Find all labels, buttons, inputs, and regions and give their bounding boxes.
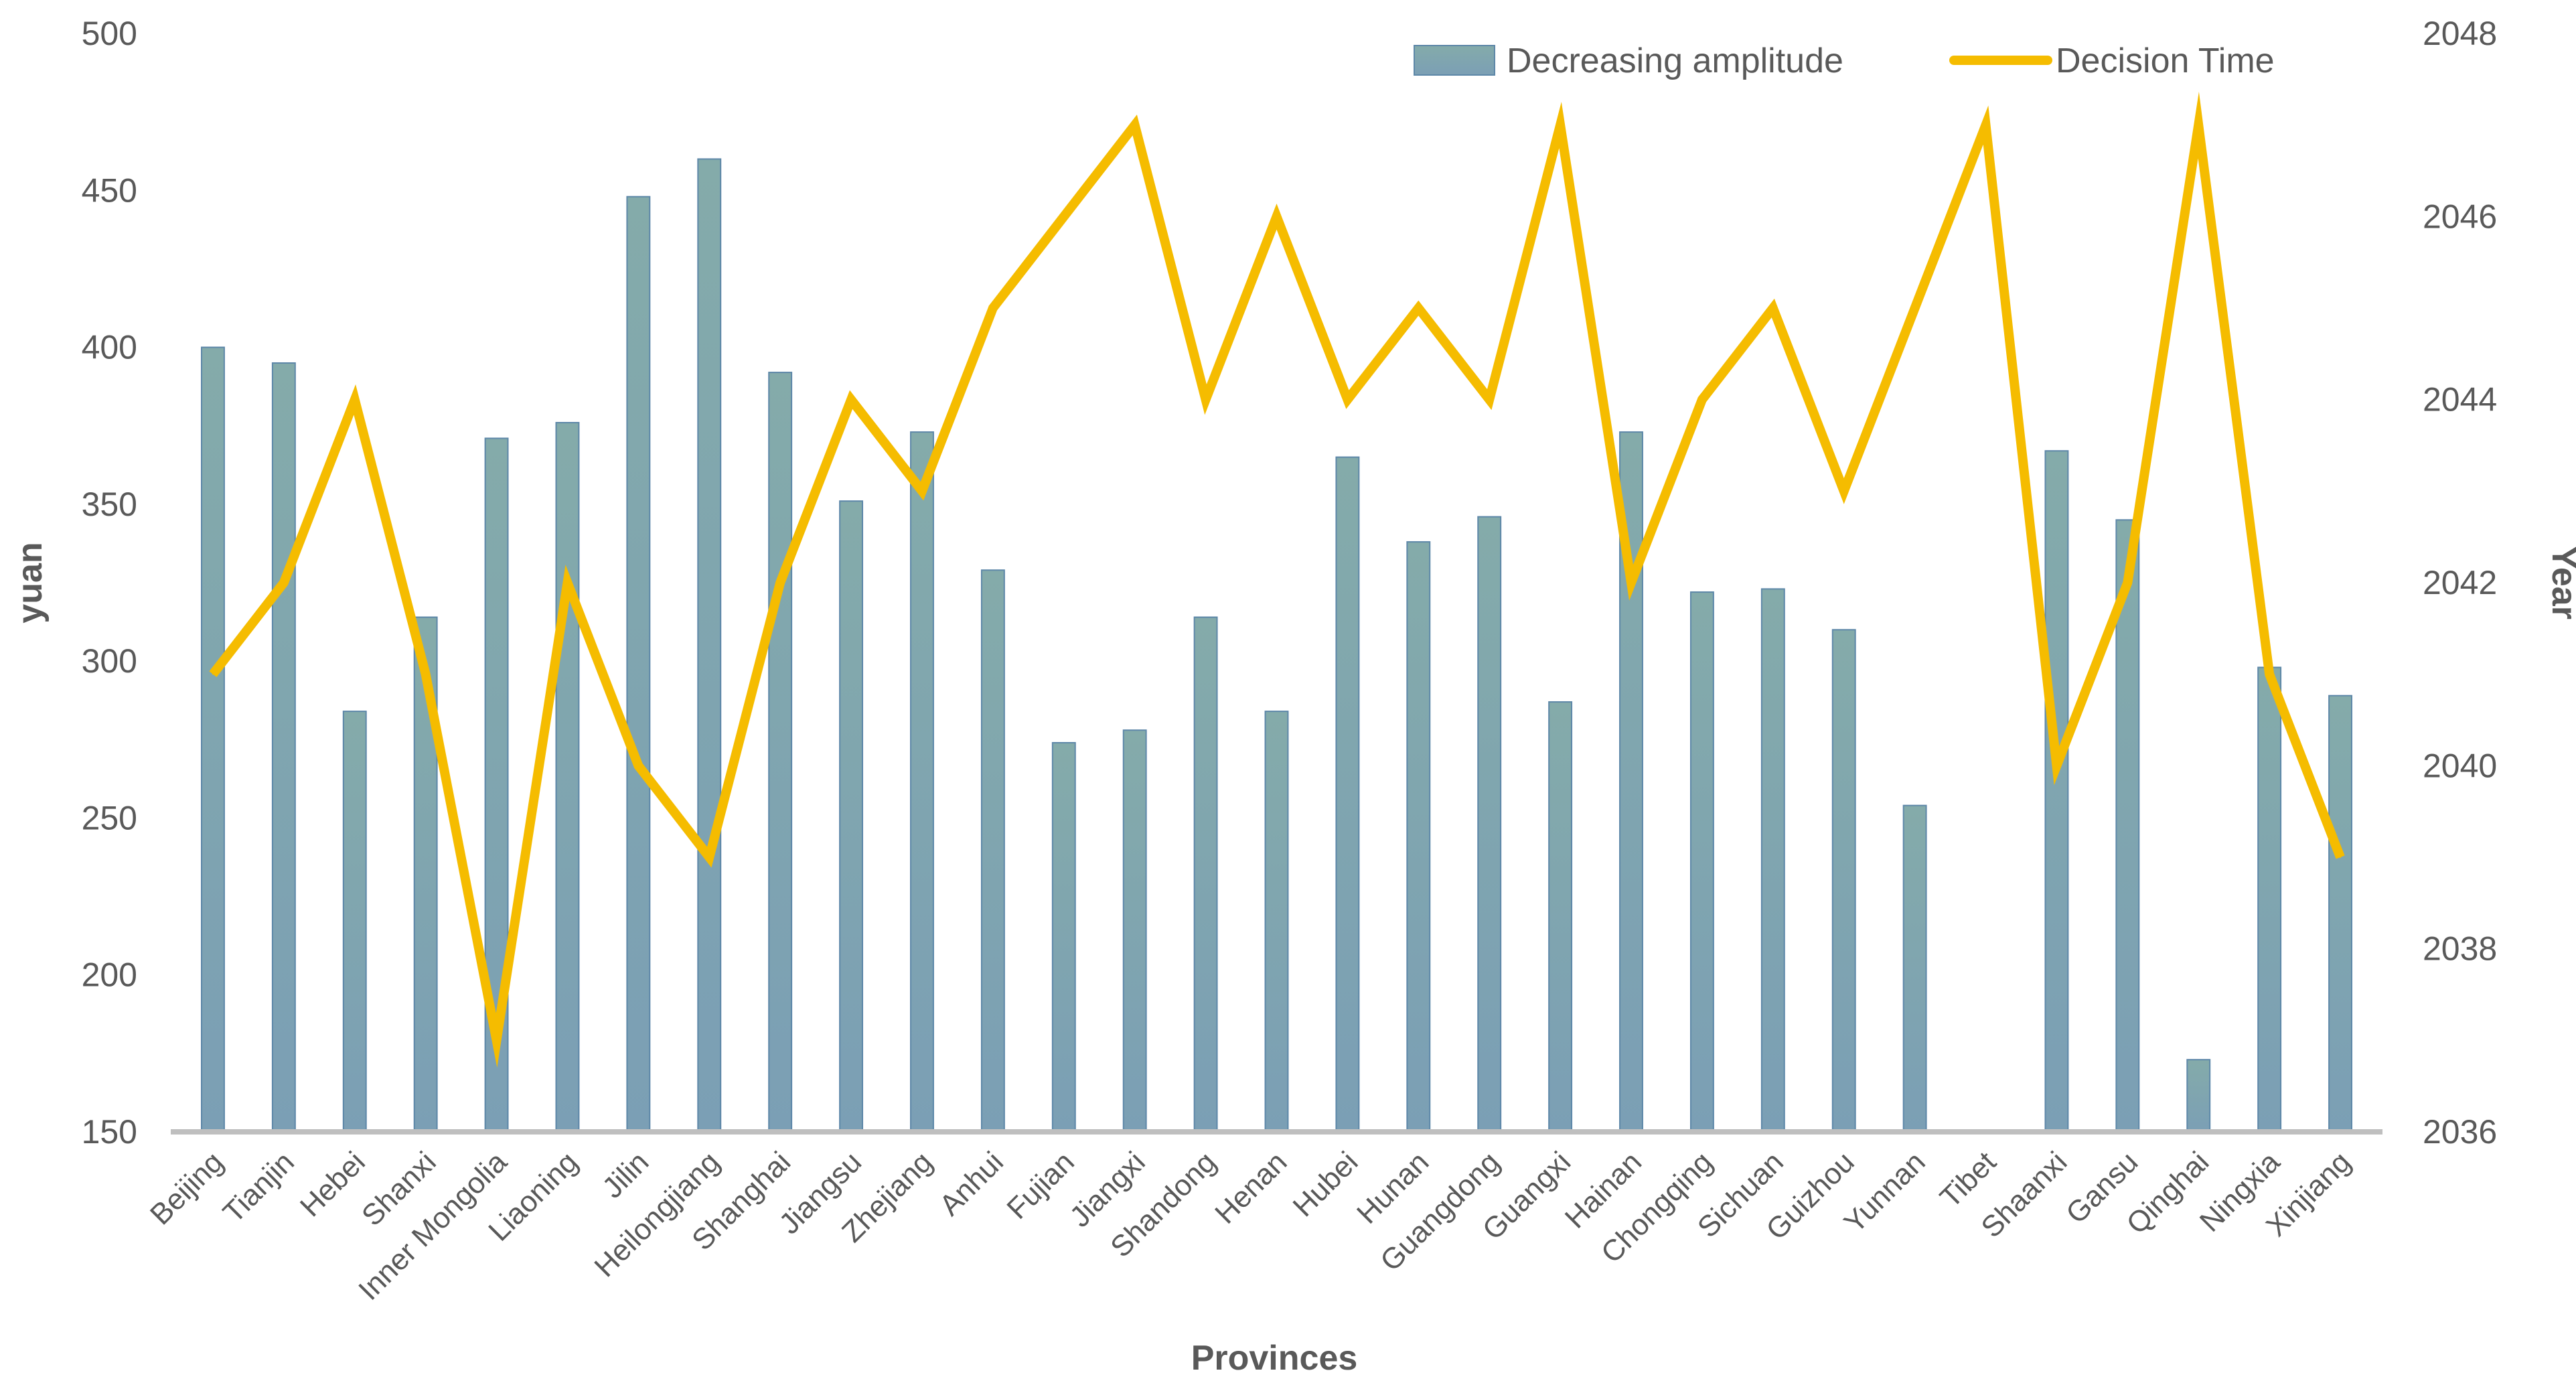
bar [1193, 616, 1218, 1133]
bar [201, 346, 225, 1133]
line-point [708, 857, 710, 858]
y2-tick-label: 2044 [2423, 381, 2497, 419]
bar [2186, 1059, 2211, 1133]
x-tick-label: Beijing [144, 1145, 230, 1231]
bar-series [201, 158, 2352, 1133]
right-axis-ticks: 2036 2038 2040 2042 2044 2046 2048 [2423, 15, 2497, 1151]
line-point [850, 398, 852, 400]
line-point [2198, 124, 2200, 126]
y-axis-title: yuan [11, 542, 50, 623]
line-point [1134, 124, 1136, 126]
bar [1335, 456, 1360, 1133]
line-point [1914, 307, 1916, 309]
bar [342, 711, 367, 1133]
line-point [992, 307, 994, 309]
line-point [1843, 490, 1845, 492]
line-point [496, 1039, 498, 1041]
y2-axis-title: Year [2545, 546, 2576, 619]
bar [2257, 666, 2282, 1133]
x-tick-label: Henan [1209, 1145, 1293, 1230]
line-point [1347, 398, 1349, 400]
y-tick-label: 150 [82, 1113, 137, 1151]
bar [1122, 729, 1147, 1133]
bar [1264, 711, 1289, 1133]
line-point [1772, 307, 1774, 309]
line-point [1631, 582, 1633, 583]
line-point [779, 582, 781, 583]
bar [1051, 741, 1076, 1133]
y2-tick-label: 2042 [2423, 564, 2497, 601]
line-point [1276, 216, 1278, 218]
line-point [283, 582, 285, 583]
line-point [1418, 307, 1420, 309]
bar [1689, 591, 1714, 1133]
legend-swatch-bar [1414, 45, 1495, 76]
bar [1760, 588, 1785, 1133]
bar [697, 158, 722, 1133]
legend-label-line: Decision Time [2056, 42, 2275, 80]
line-point [2269, 673, 2271, 675]
line-point [354, 398, 356, 400]
line-point [1701, 398, 1703, 400]
bar [626, 196, 651, 1133]
bar [1902, 804, 1927, 1133]
y-tick-label: 400 [82, 329, 137, 366]
line-point [1205, 398, 1207, 400]
bar [2328, 695, 2352, 1133]
bar [2044, 450, 2069, 1133]
line-point [2127, 582, 2129, 583]
x-tick-label: Tianjin [217, 1145, 301, 1229]
x-tick-label: Yunnan [1837, 1145, 1931, 1239]
bar [555, 422, 580, 1133]
line-point [2340, 857, 2342, 858]
y-tick-label: 300 [82, 642, 137, 680]
bar [1406, 541, 1431, 1133]
y2-tick-label: 2046 [2423, 198, 2497, 235]
bar [839, 500, 864, 1133]
line-series [209, 91, 2345, 1068]
x-tick-label: Anhui [933, 1145, 1010, 1222]
y2-tick-label: 2048 [2423, 15, 2497, 52]
left-axis-ticks: 150 200 250 300 350 400 450 500 [82, 15, 137, 1151]
line-point [1985, 124, 1987, 126]
line-point [637, 765, 639, 767]
line-point [212, 673, 214, 675]
bar [2115, 519, 2140, 1133]
y-tick-label: 500 [82, 15, 137, 52]
y2-tick-label: 2036 [2423, 1113, 2497, 1151]
bar [1548, 701, 1573, 1133]
legend-label-bar: Decreasing amplitude [1507, 42, 1843, 80]
bar [1831, 629, 1856, 1133]
x-tick-label: Hubei [1287, 1145, 1365, 1223]
line-point [1489, 398, 1491, 400]
y-tick-label: 350 [82, 486, 137, 523]
legend: Decreasing amplitude Decision Time [1414, 42, 2275, 80]
x-axis-title: Provinces [1191, 1339, 1358, 1378]
y-tick-label: 200 [82, 956, 137, 994]
x-tick-label: Jilin [596, 1145, 655, 1204]
bar [910, 431, 934, 1133]
y2-tick-label: 2038 [2423, 930, 2497, 968]
bar [271, 362, 296, 1133]
bar [980, 569, 1005, 1133]
line-point [921, 490, 923, 492]
line-point [2056, 765, 2058, 767]
line-point [1560, 124, 1562, 126]
bar [768, 372, 793, 1133]
y-tick-label: 250 [82, 799, 137, 836]
line-point [566, 582, 569, 583]
line-point [425, 673, 427, 675]
line-point [1063, 216, 1065, 218]
y-tick-label: 450 [82, 171, 137, 209]
y2-tick-label: 2040 [2423, 747, 2497, 784]
bar [1477, 516, 1502, 1133]
